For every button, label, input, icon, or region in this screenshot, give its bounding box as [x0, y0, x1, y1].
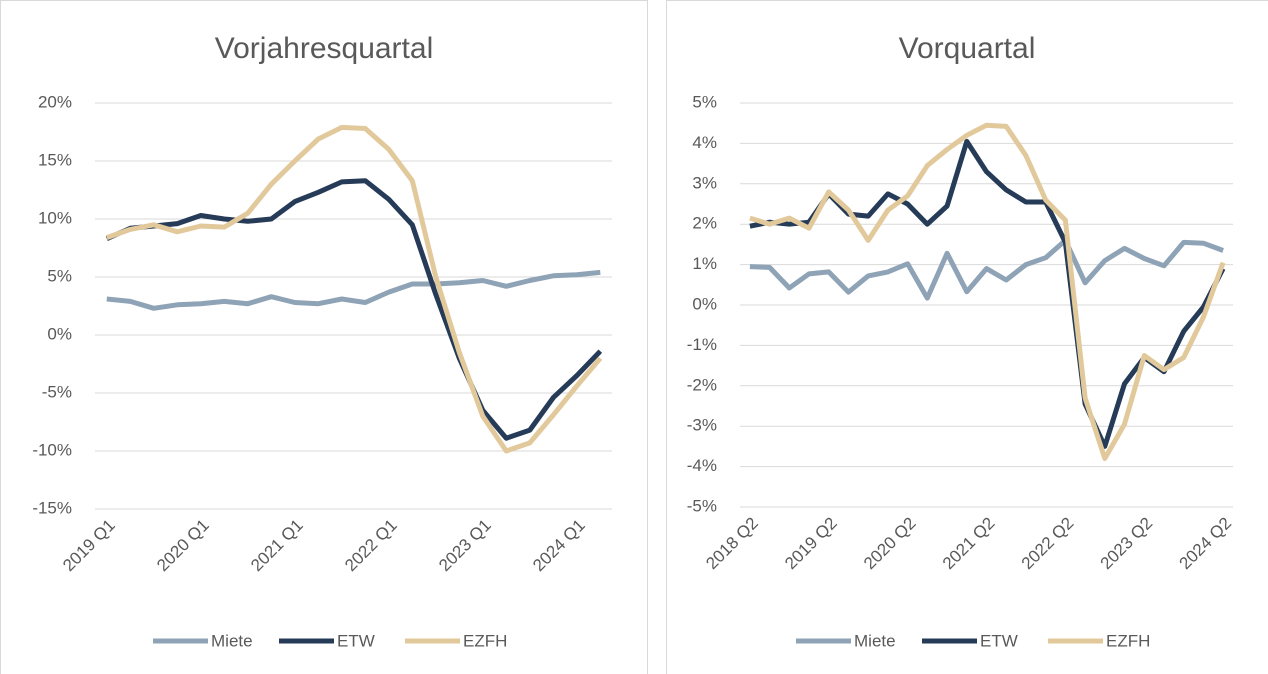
chart-title: Vorjahresquartal: [215, 32, 433, 65]
chart: Vorjahresquartal -15% -10% -5% 0% 5% 10% 15% 20%…: [0, 0, 648, 674]
y-tick-label: 1%: [692, 254, 717, 273]
chart: Vorquartal -5% -4% -3% -2% -1% 0% 1% 2% 3% 4% 5% 201…: [666, 0, 1268, 674]
y-tick-label: -1%: [687, 335, 717, 354]
x-tick-label: 2018 Q2: [702, 514, 762, 574]
x-tick-label: 2023 Q2: [1097, 514, 1157, 574]
series-line: [105, 178, 603, 441]
chart-title: Vorquartal: [899, 32, 1036, 65]
chart-border: [0, 0, 648, 674]
x-tick-label: 2022 Q1: [341, 516, 401, 576]
series-line: [106, 269, 601, 311]
x-tick-label: 2021 Q2: [939, 514, 999, 574]
series-line: [749, 237, 1224, 301]
chart-border: [666, 0, 1268, 674]
x-tick-label: 2020 Q1: [153, 516, 213, 576]
y-tick-label: 0%: [47, 324, 72, 343]
legend-label: Miete: [854, 631, 896, 650]
y-tick-label: 20%: [38, 92, 72, 111]
x-tick-label: 2024 Q1: [529, 516, 589, 576]
series-line: [105, 124, 603, 454]
x-tick-label: 2024 Q2: [1176, 514, 1236, 574]
y-tick-label: -4%: [687, 456, 717, 475]
legend-label: ETW: [980, 631, 1018, 650]
y-tick-label: 5%: [692, 92, 717, 111]
series-line: [749, 138, 1226, 449]
y-tick-label: -5%: [42, 382, 72, 401]
y-tick-label: 2%: [692, 214, 717, 233]
y-tick-label: -15%: [32, 498, 72, 517]
legend-label: ETW: [337, 631, 375, 650]
y-tick-label: 15%: [38, 150, 72, 169]
y-tick-label: -10%: [32, 440, 72, 459]
legend-label: EZFH: [463, 631, 507, 650]
series-line: [749, 122, 1226, 461]
y-tick-label: 0%: [692, 294, 717, 313]
y-tick-label: 4%: [692, 133, 717, 152]
x-tick-label: 2022 Q2: [1018, 514, 1078, 574]
x-tick-label: 2023 Q1: [435, 516, 495, 576]
x-tick-label: 2019 Q1: [59, 516, 119, 576]
y-tick-label: 10%: [38, 208, 72, 227]
y-tick-label: -5%: [687, 496, 717, 515]
y-tick-label: -2%: [687, 375, 717, 394]
y-tick-label: -3%: [687, 416, 717, 435]
x-tick-label: 2019 Q2: [781, 514, 841, 574]
legend-label: Miete: [211, 631, 253, 650]
legend-label: EZFH: [1106, 631, 1150, 650]
y-tick-label: 5%: [47, 266, 72, 285]
y-tick-label: 3%: [692, 173, 717, 192]
x-tick-label: 2020 Q2: [860, 514, 920, 574]
x-tick-label: 2021 Q1: [247, 516, 307, 576]
